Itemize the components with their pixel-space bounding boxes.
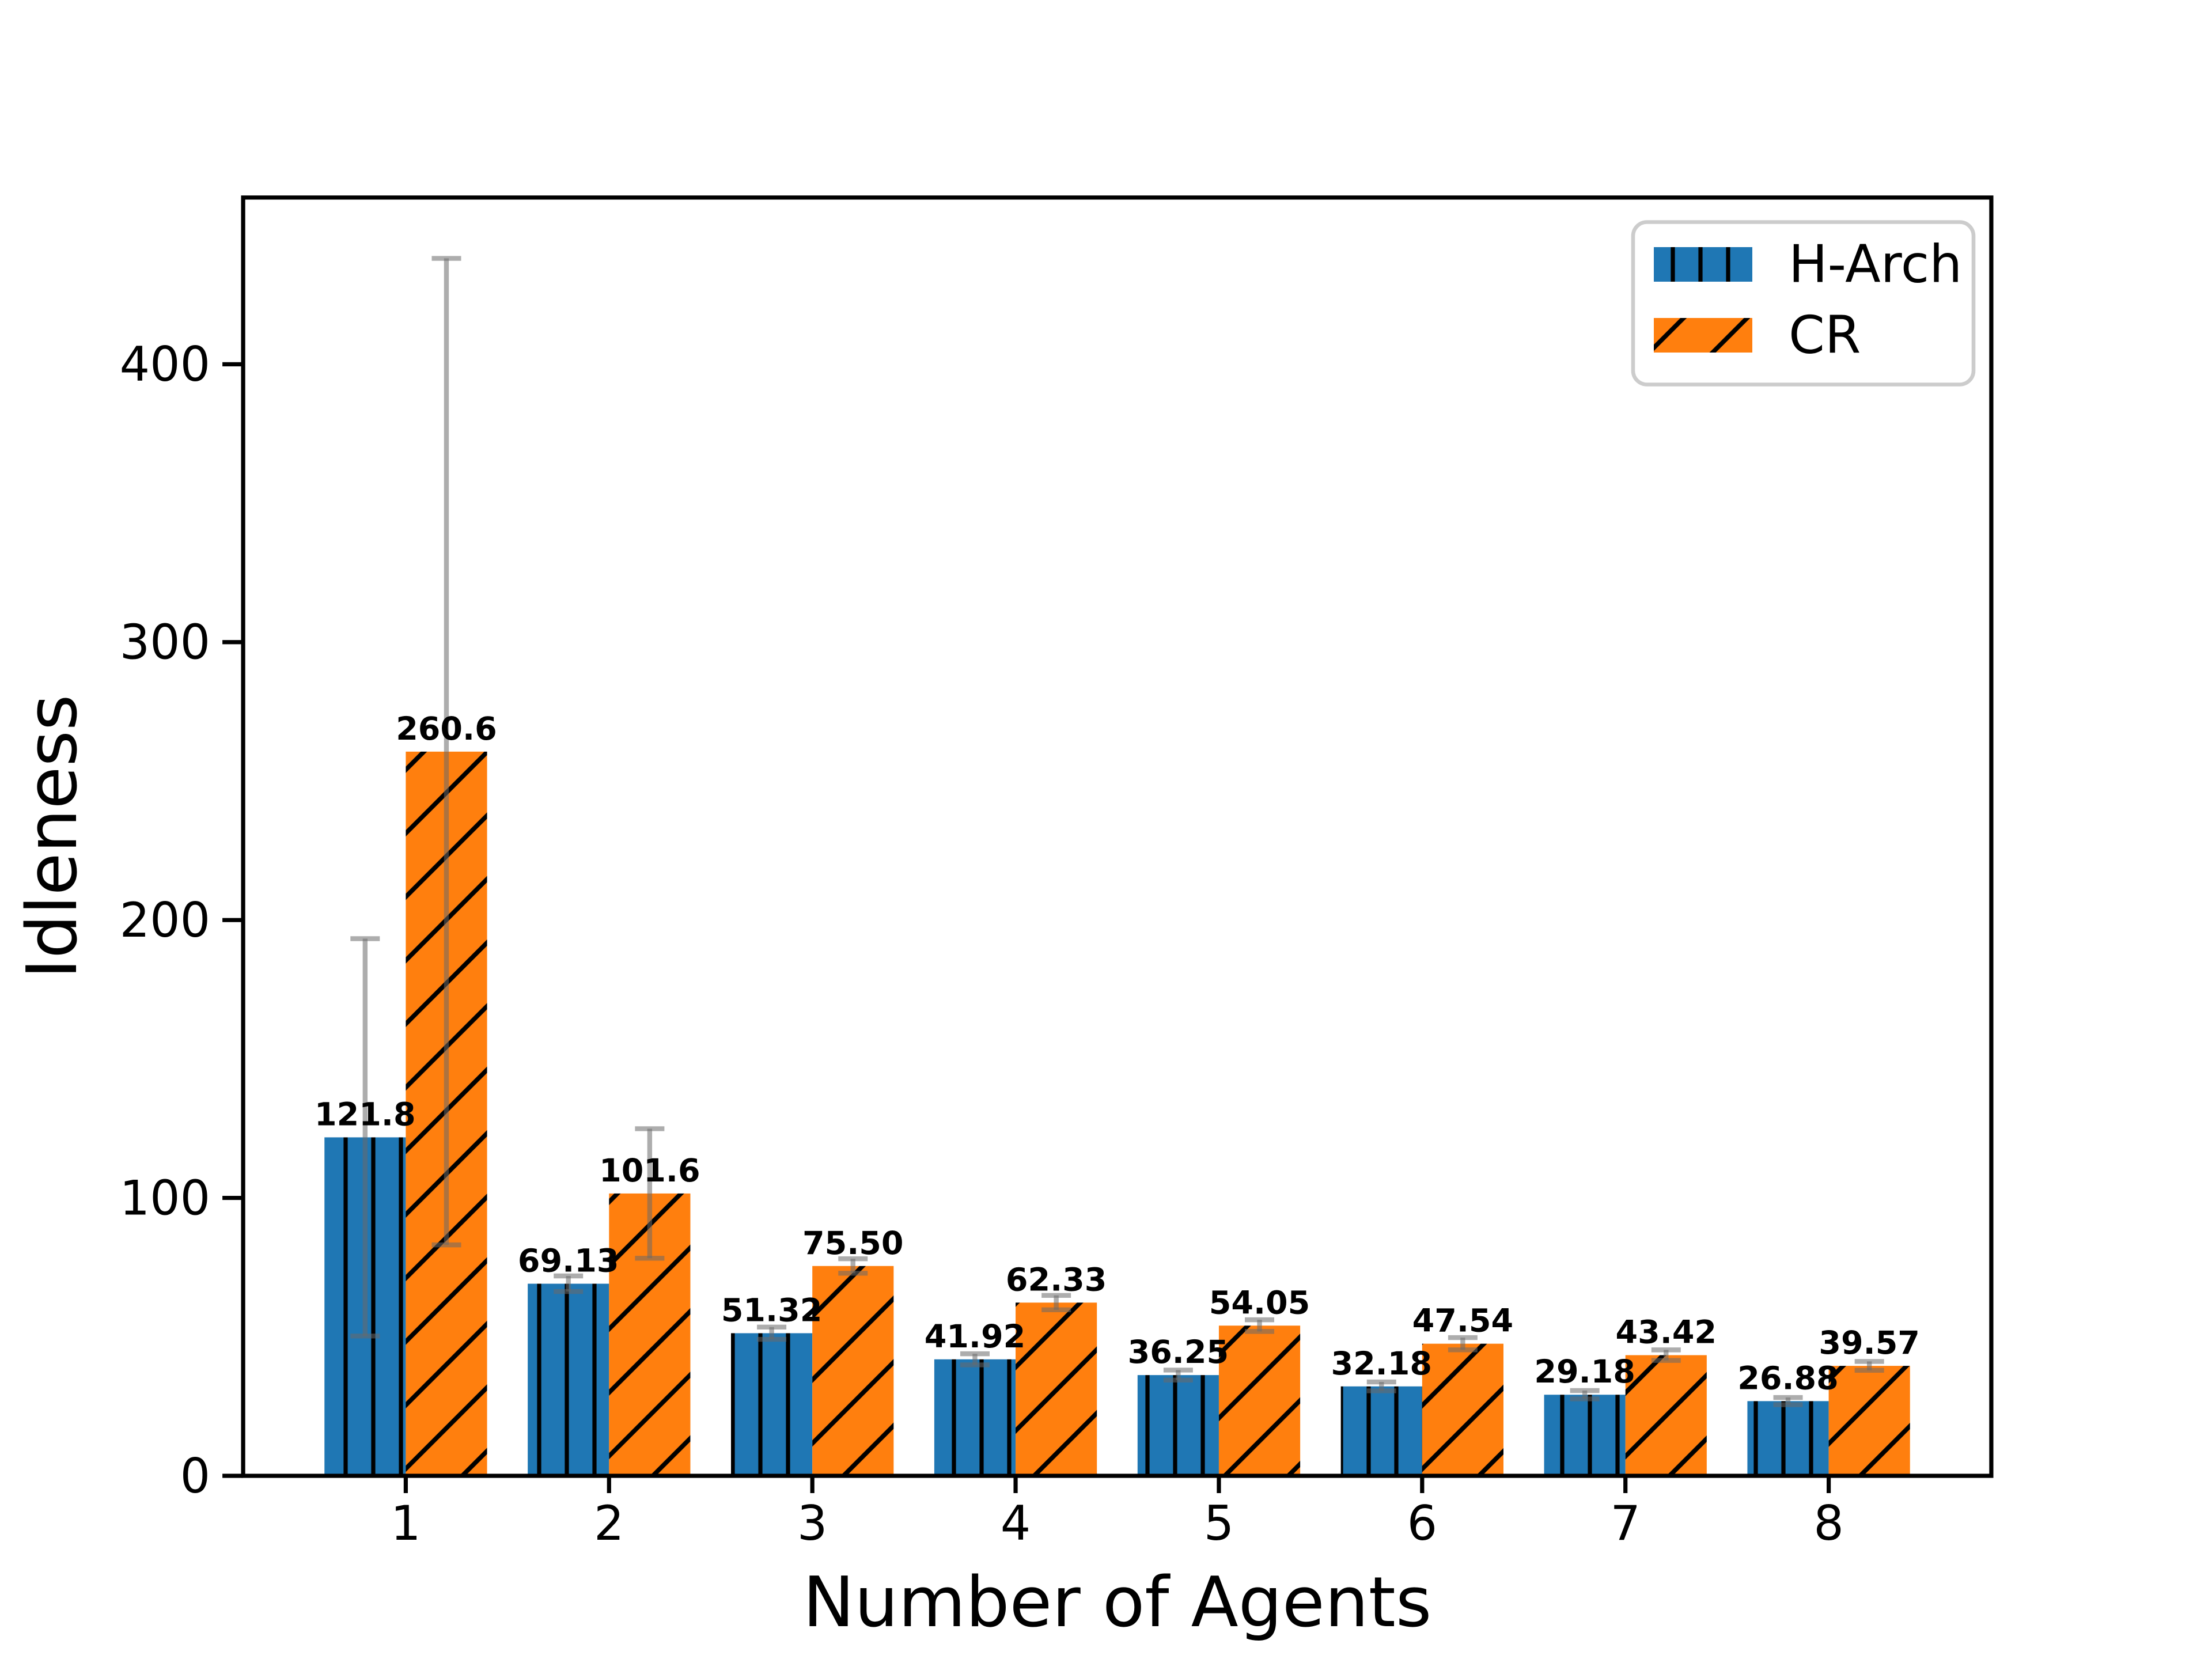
bar-value-label: 26.88 bbox=[1737, 1359, 1839, 1397]
bar-h-arch-4 bbox=[934, 1359, 1016, 1476]
error-bar-h-arch-6 bbox=[1366, 1379, 1396, 1393]
error-bar-cr-8 bbox=[1854, 1359, 1884, 1373]
bar-value-label: 51.32 bbox=[721, 1291, 823, 1329]
y-axis-label: Idleness bbox=[13, 695, 93, 979]
bar-value-label: 69.13 bbox=[518, 1243, 619, 1280]
bar-h-arch-3 bbox=[731, 1333, 813, 1476]
error-bars-layer bbox=[350, 256, 1884, 1407]
bar-value-label: 101.6 bbox=[599, 1152, 700, 1190]
error-bar-cr-5 bbox=[1245, 1317, 1275, 1334]
error-bar-h-arch-5 bbox=[1163, 1368, 1193, 1383]
bars-layer bbox=[324, 751, 1910, 1476]
error-bar-h-arch-3 bbox=[757, 1324, 787, 1342]
x-axis-label: Number of Agents bbox=[803, 1563, 1432, 1643]
legend-swatch-h-arch bbox=[1654, 247, 1752, 282]
error-bar-cr-6 bbox=[1448, 1335, 1478, 1353]
x-tick-label: 6 bbox=[1407, 1496, 1438, 1551]
bar-value-label: 29.18 bbox=[1534, 1353, 1635, 1391]
bar-value-label: 260.6 bbox=[396, 710, 497, 748]
bar-cr-5 bbox=[1218, 1325, 1301, 1476]
bar-value-label: 32.18 bbox=[1331, 1345, 1432, 1382]
bar-h-arch-6 bbox=[1340, 1386, 1422, 1476]
error-bar-cr-1 bbox=[431, 256, 461, 1248]
plot-frame bbox=[241, 195, 1994, 1478]
y-tick-label: 300 bbox=[120, 615, 210, 671]
x-tick-label: 4 bbox=[1001, 1496, 1031, 1551]
y-tick-label: 0 bbox=[180, 1449, 211, 1504]
x-tick-label: 7 bbox=[1610, 1496, 1641, 1551]
bar-h-arch-5 bbox=[1137, 1375, 1219, 1476]
y-tick-label: 400 bbox=[120, 337, 210, 392]
error-bar-cr-4 bbox=[1041, 1293, 1071, 1313]
bar-value-label: 47.54 bbox=[1412, 1302, 1514, 1340]
bar-cr-7 bbox=[1625, 1355, 1707, 1476]
legend-swatch-cr bbox=[1654, 318, 1752, 353]
error-bar-cr-3 bbox=[838, 1256, 868, 1276]
error-bar-h-arch-1 bbox=[350, 936, 380, 1339]
y-tick-label: 100 bbox=[120, 1171, 210, 1226]
bar-value-label: 41.92 bbox=[925, 1318, 1026, 1355]
bar-cr-8 bbox=[1828, 1366, 1910, 1476]
axes-layer: 1 2 3 4 5 6 7 8 0 100 200 300 400 Number of Agents Idl… bbox=[13, 195, 1994, 1643]
bar-cr-4 bbox=[1016, 1302, 1097, 1476]
error-bar-h-arch-4 bbox=[960, 1351, 990, 1368]
labels-layer: 121.8 69.13 51.32 41.92 36.25 32.18 29.18 26.88… bbox=[315, 710, 1920, 1397]
bar-value-label: 121.8 bbox=[315, 1096, 416, 1133]
bar-value-label: 62.33 bbox=[1006, 1261, 1107, 1298]
x-tick-label: 8 bbox=[1813, 1496, 1844, 1551]
x-tick-label: 3 bbox=[797, 1496, 828, 1551]
error-bar-h-arch-2 bbox=[554, 1273, 584, 1294]
bar-h-arch-7 bbox=[1544, 1395, 1626, 1476]
bar-h-arch-2 bbox=[528, 1283, 609, 1476]
bar-cr-6 bbox=[1422, 1343, 1503, 1476]
bar-cr-3 bbox=[812, 1266, 894, 1476]
bar-value-label: 75.50 bbox=[802, 1225, 904, 1262]
x-tick-label: 2 bbox=[594, 1496, 624, 1551]
legend-label-cr: CR bbox=[1789, 305, 1861, 366]
x-tick-label: 5 bbox=[1204, 1496, 1234, 1551]
bar-value-label: 39.57 bbox=[1819, 1324, 1920, 1362]
error-bar-cr-7 bbox=[1651, 1347, 1681, 1363]
error-bar-h-arch-8 bbox=[1773, 1395, 1803, 1407]
error-bar-cr-2 bbox=[635, 1126, 665, 1261]
bar-value-label: 54.05 bbox=[1209, 1284, 1310, 1321]
legend-label-h-arch: H-Arch bbox=[1789, 234, 1962, 295]
bar-value-label: 36.25 bbox=[1128, 1334, 1229, 1371]
bar-value-label: 43.42 bbox=[1616, 1314, 1717, 1351]
y-tick-label: 200 bbox=[120, 893, 210, 948]
x-tick-label: 1 bbox=[391, 1496, 421, 1551]
error-bar-h-arch-7 bbox=[1570, 1388, 1600, 1402]
legend: H-Arch CR bbox=[1631, 220, 1976, 387]
bar-h-arch-8 bbox=[1747, 1401, 1829, 1476]
